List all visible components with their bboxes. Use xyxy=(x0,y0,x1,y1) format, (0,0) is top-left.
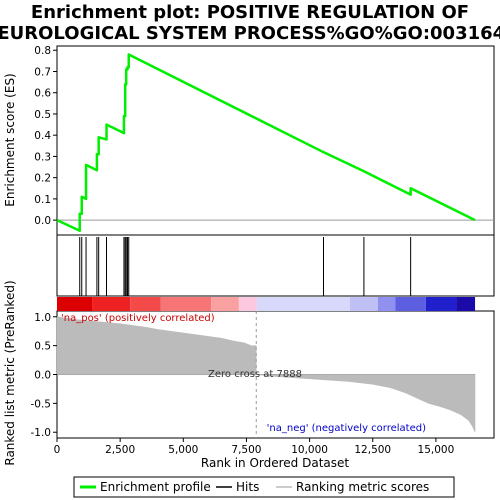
es-y-tick-label: 0.4 xyxy=(34,130,51,142)
hit-markers xyxy=(79,237,412,296)
color-bar-segment xyxy=(395,297,426,311)
chart-title-line-1: Enrichment plot: POSITIVE REGULATION OF xyxy=(31,2,469,23)
y-axis-label-ranked: Ranked list metric (PreRanked) xyxy=(3,280,17,465)
zero-cross-annotation: Zero cross at 7888 xyxy=(208,369,302,380)
ranked-y-tick-label: -0.5 xyxy=(31,398,52,410)
legend-label-enrichment-profile: Enrichment profile xyxy=(100,480,211,494)
enrichment-panel-frame xyxy=(56,45,495,236)
x-tick-label: 2,500 xyxy=(105,444,135,456)
color-bar-segment xyxy=(377,297,396,311)
color-bar-segment xyxy=(425,297,457,311)
x-tick-label: 10,000 xyxy=(291,444,328,456)
ranking-metric-series xyxy=(56,311,476,438)
x-tick-label: 0 xyxy=(54,444,61,456)
color-bar-segment xyxy=(130,297,161,311)
positive-correlation-label: 'na_pos' (positively correlated) xyxy=(61,313,215,324)
color-bar-segment xyxy=(92,297,131,311)
color-bar-segment xyxy=(456,297,476,311)
es-y-tick-label: 0.6 xyxy=(34,88,51,100)
x-tick-label: 15,000 xyxy=(418,444,455,456)
y-axis-label-enrichment: Enrichment score (ES) xyxy=(3,73,17,206)
x-tick-label: 12,500 xyxy=(354,444,391,456)
legend-label-ranking-metric: Ranking metric scores xyxy=(296,480,429,494)
enrichment-profile-line xyxy=(56,53,476,232)
ranked-y-tick-label: 1.0 xyxy=(34,312,51,324)
es-y-tick-label: 0.1 xyxy=(34,194,51,206)
chart-title-line-2: NEUROLOGICAL SYSTEM PROCESS%GO%GO:003164… xyxy=(0,23,500,44)
es-y-tick-label: 0.5 xyxy=(34,109,51,121)
ranked-axis-ticks: 1.0 0.5 0.0 -0.5 -1.0 xyxy=(31,312,57,439)
es-y-tick-label: 0.2 xyxy=(34,173,51,185)
x-tick-label: 7,500 xyxy=(231,444,261,456)
negative-correlation-label: 'na_neg' (negatively correlated) xyxy=(267,423,426,434)
x-axis-label: Rank in Ordered Dataset xyxy=(201,456,349,470)
es-y-tick-label: 0.3 xyxy=(34,151,51,163)
color-bar-segment xyxy=(211,297,239,311)
legend-frame xyxy=(73,476,455,498)
x-tick-label: 5,000 xyxy=(168,444,198,456)
color-bar-segment xyxy=(57,297,93,311)
es-axis-ticks: 0.0 0.1 0.2 0.3 0.4 0.5 0.6 0.7 0.8 xyxy=(34,45,57,227)
legend: Enrichment profile Hits Ranking metric s… xyxy=(73,476,455,498)
ranked-y-tick-label: 0.0 xyxy=(34,370,51,382)
x-axis-ticks: 0 2,500 5,000 7,500 10,000 12,500 15,000 xyxy=(54,438,455,456)
rank-color-bar xyxy=(57,297,476,311)
ranked-y-tick-label: -1.0 xyxy=(31,427,52,439)
color-bar-segment xyxy=(160,297,212,311)
color-bar-segment xyxy=(350,297,378,311)
color-bar-segment xyxy=(238,297,257,311)
enrichment-profile-series xyxy=(56,53,476,232)
color-bar-segment xyxy=(256,297,351,311)
es-y-tick-label: 0.8 xyxy=(34,45,51,57)
ranked-y-tick-label: 0.5 xyxy=(34,341,51,353)
es-y-tick-label: 0.7 xyxy=(34,66,51,78)
legend-label-hits: Hits xyxy=(236,480,259,494)
es-y-tick-label: 0.0 xyxy=(34,215,51,227)
hits-panel-frame xyxy=(56,234,495,297)
